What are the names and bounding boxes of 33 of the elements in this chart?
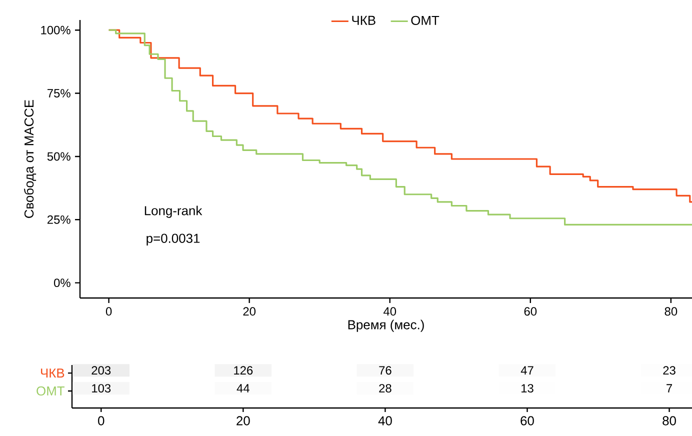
x-tick-label: 60 (520, 416, 534, 426)
data-label: 126 (234, 366, 253, 375)
annotation: Long-rank (144, 206, 202, 218)
data-label: 103 (92, 384, 111, 393)
y-tick-label: 50% (47, 152, 70, 161)
y-tick-label: 100% (41, 26, 70, 34)
y-tick-label: ОМТ (36, 386, 64, 396)
data-label: 23 (663, 366, 676, 375)
annotation: p=0.0031 (146, 234, 200, 246)
x-tick-label: 20 (236, 416, 250, 426)
data-label: 47 (520, 366, 534, 374)
y-tick-label: 0% (54, 278, 70, 288)
y-axis-title: Свобода от MACCE (24, 100, 36, 218)
data-label: 28 (379, 384, 392, 393)
x-tick-label: 40 (384, 307, 396, 316)
legend-label: ЧКВ (352, 16, 376, 25)
legend-label: ОМТ (411, 16, 440, 26)
x-tick-label: 40 (378, 416, 392, 426)
data-label: 13 (522, 384, 534, 393)
y-tick-label: 75% (47, 89, 70, 98)
x-tick-label: 20 (243, 307, 256, 316)
y-tick-label: 25% (47, 215, 70, 224)
x-tick-label: 80 (662, 416, 676, 426)
x-tick-label: 60 (524, 307, 537, 316)
y-tick-label: ЧКВ (41, 368, 64, 378)
data-label: 44 (236, 384, 250, 392)
data-label: 76 (379, 366, 392, 375)
x-axis-title: Время (мес.) (348, 320, 424, 332)
x-tick-label: 0 (98, 416, 104, 426)
x-tick-label: 0 (106, 307, 112, 316)
data-label: 7 (666, 384, 672, 392)
data-label: 203 (92, 366, 111, 375)
x-tick-label: 80 (664, 307, 678, 316)
